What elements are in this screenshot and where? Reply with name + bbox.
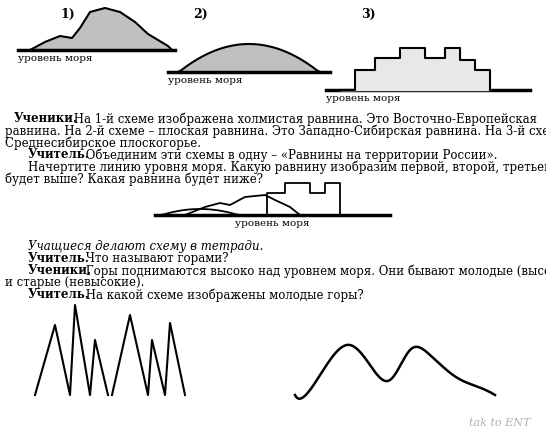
Text: Горы поднимаются высоко над уровнем моря. Они бывают молодые (высокие): Горы поднимаются высоко над уровнем моря…	[82, 264, 546, 278]
Text: 2): 2)	[193, 8, 207, 21]
Text: 3): 3)	[361, 8, 375, 21]
Text: Учащиеся делают схему в тетради.: Учащиеся делают схему в тетради.	[28, 240, 263, 253]
Text: Среднесибирское плоскогорье.: Среднесибирское плоскогорье.	[5, 136, 201, 150]
Text: Учитель.: Учитель.	[28, 288, 90, 301]
Text: Учитель.: Учитель.	[28, 148, 90, 161]
Text: Начертите линию уровня моря. Какую равнину изобразим первой, второй, третьей? Чт: Начертите линию уровня моря. Какую равни…	[28, 160, 546, 173]
Text: На 1-й схеме изображена холмистая равнина. Это Восточно-Европейская: На 1-й схеме изображена холмистая равнин…	[70, 112, 537, 125]
Polygon shape	[340, 48, 490, 90]
Text: будет выше? Какая равнина будет ниже?: будет выше? Какая равнина будет ниже?	[5, 172, 263, 186]
Text: равнина. На 2-й схеме – плоская равнина. Это Западно-Сибирская равнина. На 3-й с: равнина. На 2-й схеме – плоская равнина.…	[5, 124, 546, 137]
Text: уровень моря: уровень моря	[235, 219, 309, 228]
Text: Ученики.: Ученики.	[14, 112, 78, 125]
Text: 1): 1)	[61, 8, 75, 21]
Text: Учитель.: Учитель.	[28, 252, 90, 265]
Text: Ученики.: Ученики.	[28, 264, 92, 277]
Text: уровень моря: уровень моря	[326, 94, 401, 103]
Text: и старые (невысокие).: и старые (невысокие).	[5, 276, 144, 289]
Text: уровень моря: уровень моря	[18, 54, 92, 63]
Text: Объединим эти схемы в одну – «Равнины на территории России».: Объединим эти схемы в одну – «Равнины на…	[82, 148, 497, 161]
Text: tak to ENT: tak to ENT	[468, 418, 530, 428]
Text: уровень моря: уровень моря	[168, 76, 242, 85]
Text: Что называют горами?: Что называют горами?	[82, 252, 228, 265]
Text: На какой схеме изображены молодые горы?: На какой схеме изображены молодые горы?	[82, 288, 364, 301]
